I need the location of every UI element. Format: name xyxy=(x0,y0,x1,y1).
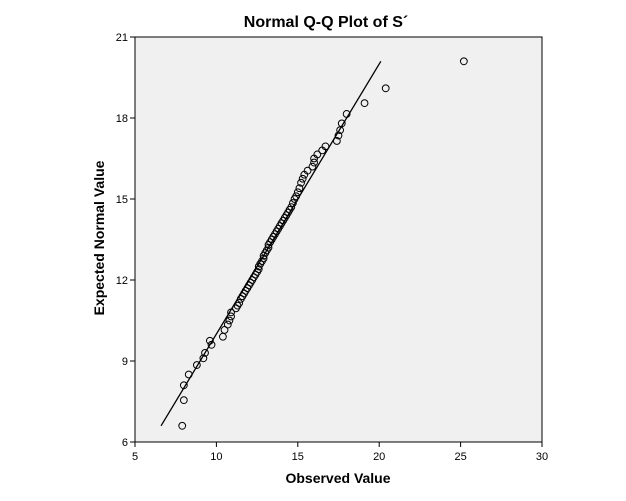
data-point xyxy=(381,84,390,93)
axis-ticks: 5 10 15 20 25 30 6 9 12 15 18 21 xyxy=(116,32,548,463)
chart-title: Normal Q-Q Plot of S´ xyxy=(244,14,408,31)
y-axis-label: Expected Normal Value xyxy=(91,160,107,315)
data-point xyxy=(227,308,235,317)
data-point xyxy=(254,265,263,274)
plot-area xyxy=(134,36,543,443)
data-point xyxy=(192,361,201,369)
data-point xyxy=(287,203,296,212)
data-point xyxy=(184,370,193,379)
data-point xyxy=(342,110,351,118)
data-point xyxy=(459,57,468,66)
data-point xyxy=(295,184,304,193)
data-point xyxy=(201,349,209,357)
data-point xyxy=(308,162,317,171)
data-point xyxy=(303,166,312,175)
x-tick-label: 30 xyxy=(536,451,548,463)
y-tick-label: 6 xyxy=(122,437,128,449)
data-point xyxy=(205,336,214,345)
data-point xyxy=(360,99,369,108)
y-tick-label: 15 xyxy=(116,194,128,206)
data-point xyxy=(207,340,216,349)
x-axis-label: Observed Value xyxy=(285,470,390,486)
x-tick-label: 20 xyxy=(373,451,385,463)
data-point xyxy=(298,174,307,183)
data-point xyxy=(223,320,232,329)
reference-line xyxy=(160,60,382,427)
x-tick-label: 5 xyxy=(132,451,138,463)
data-point xyxy=(289,199,297,207)
y-tick-label: 9 xyxy=(122,356,128,368)
data-point xyxy=(235,299,244,307)
x-tick-label: 15 xyxy=(292,451,304,463)
data-point xyxy=(264,243,273,252)
data-point xyxy=(337,119,346,128)
data-point xyxy=(225,316,234,325)
data-point xyxy=(292,192,301,201)
data-point xyxy=(313,150,322,159)
data-point xyxy=(179,381,188,390)
y-tick-label: 18 xyxy=(116,113,128,125)
data-point xyxy=(179,396,188,405)
data-point xyxy=(293,188,302,197)
x-tick-label: 25 xyxy=(454,451,466,463)
data-point xyxy=(227,312,235,321)
data-point xyxy=(334,131,343,140)
data-point xyxy=(297,178,305,187)
x-tick-label: 10 xyxy=(210,451,222,463)
data-point xyxy=(259,254,268,263)
data-point xyxy=(321,142,330,151)
data-point xyxy=(178,421,187,430)
data-points xyxy=(178,57,468,430)
data-point xyxy=(199,354,208,363)
data-point xyxy=(332,137,341,145)
y-tick-label: 21 xyxy=(116,32,128,44)
y-tick-label: 12 xyxy=(116,275,128,287)
data-point xyxy=(310,158,318,167)
